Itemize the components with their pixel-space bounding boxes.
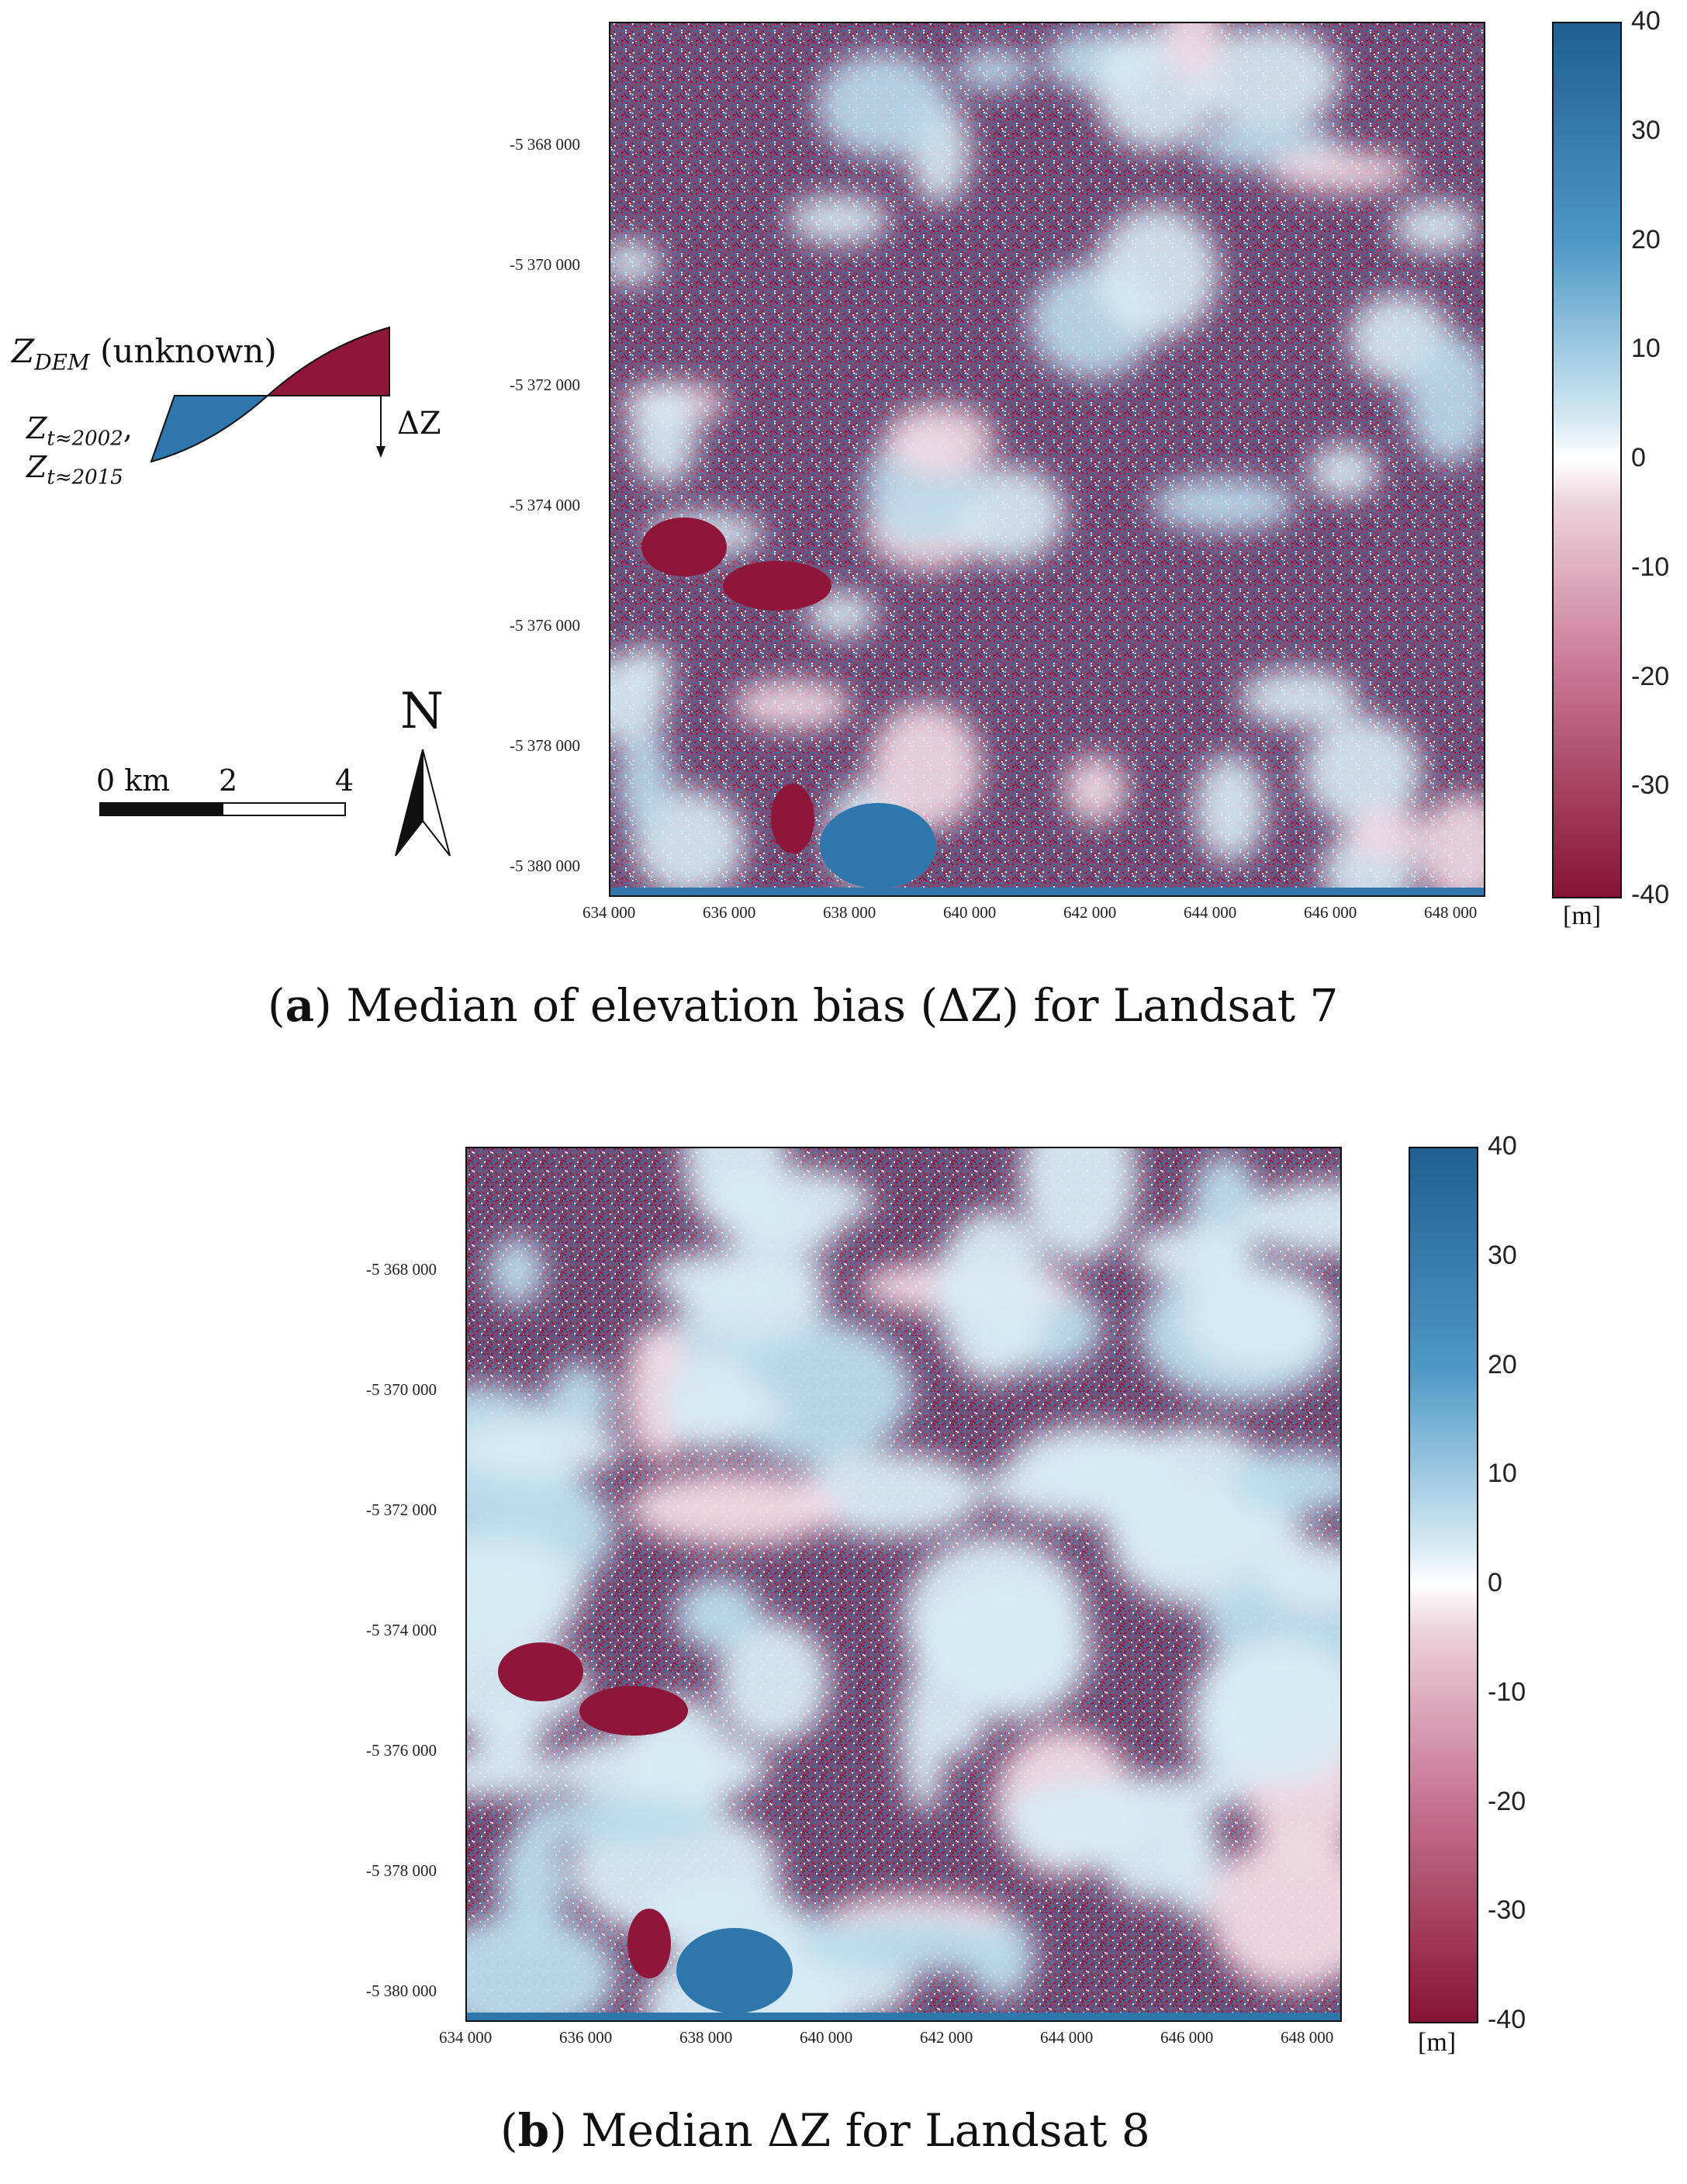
north-arrow: N <box>388 683 458 861</box>
y-tick-label: -5 372 000 <box>366 1500 437 1519</box>
x-tick-label: 634 000 <box>439 2028 493 2047</box>
map-panel-b <box>465 1147 1342 2022</box>
z-dem-label: ZDEM (unknown) <box>12 332 277 376</box>
bias-profile-sketch <box>150 326 390 463</box>
colorbar-tick-label: -20 <box>1631 661 1670 691</box>
y-tick-label: -5 372 000 <box>510 376 580 394</box>
bias-blob <box>723 561 831 611</box>
x-tick-label: 642 000 <box>1063 903 1117 922</box>
colorbar-tick-label: 30 <box>1631 115 1661 145</box>
colorbar-tick-label: 0 <box>1631 443 1646 472</box>
bias-blob <box>771 784 814 853</box>
x-tick-label: 644 000 <box>1184 903 1237 922</box>
bottom-edge-strip <box>467 2013 1340 2020</box>
colorbar-tick-label: 0 <box>1488 1568 1502 1597</box>
colorbar-tick-label: 20 <box>1488 1349 1517 1379</box>
scale-label-0: 0 km <box>96 763 171 798</box>
y-tick-label: -5 378 000 <box>510 736 580 755</box>
colorbar-tick-label: -40 <box>1488 2005 1526 2034</box>
x-tick-label: 640 000 <box>800 2028 853 2047</box>
y-tick-label: -5 374 000 <box>510 496 580 514</box>
x-tick-label: 642 000 <box>920 2028 973 2047</box>
z-t2015-label: Zt≈2015 <box>26 450 123 490</box>
north-arrow-icon <box>395 749 451 857</box>
bottom-edge-strip <box>610 888 1484 895</box>
smooth-bias-patches <box>467 1148 1340 2020</box>
x-tick-label: 636 000 <box>703 903 756 922</box>
x-tick-label: 648 000 <box>1281 2028 1334 2047</box>
z-t2002-label: Zt≈2002, <box>26 411 133 451</box>
y-tick-label: -5 368 000 <box>510 135 580 154</box>
colorbar-tick-label: 10 <box>1631 334 1661 364</box>
y-tick-label: -5 380 000 <box>366 1982 437 2000</box>
colorbar-tick-label: 10 <box>1488 1459 1517 1489</box>
colorbar-unit-a: [m] <box>1563 902 1602 930</box>
colorbar-tick-label: 20 <box>1631 224 1661 254</box>
colorbar-tick-label: -10 <box>1488 1677 1526 1707</box>
x-tick-label: 638 000 <box>823 903 876 922</box>
caption-panel-a: (a) Median of elevation bias (ΔZ) for La… <box>268 979 1339 1032</box>
scale-bar-dark <box>99 802 223 816</box>
colorbar-tick-label: 40 <box>1488 1131 1517 1161</box>
bias-blob <box>676 1928 793 2013</box>
x-tick-label: 636 000 <box>559 2028 613 2047</box>
x-tick-label: 648 000 <box>1424 903 1478 922</box>
colorbar-gradient <box>1410 1148 1477 2022</box>
colorbar-tick-label: -40 <box>1631 880 1670 909</box>
scale-label-2: 2 <box>219 763 238 798</box>
colorbar-tick-label: 30 <box>1488 1240 1517 1270</box>
x-tick-label: 646 000 <box>1304 903 1357 922</box>
colorbar-gradient <box>1554 23 1620 897</box>
x-tick-label: 640 000 <box>943 903 997 922</box>
bias-blob <box>820 803 936 888</box>
map-panel-a <box>609 22 1485 897</box>
bias-blob <box>627 1909 671 1978</box>
scale-bar: 0 km 2 4 <box>93 760 357 830</box>
colorbar-unit-b: [m] <box>1418 2028 1457 2057</box>
colorbar-tick-label: 40 <box>1631 6 1661 36</box>
y-tick-label: -5 376 000 <box>510 616 580 635</box>
x-tick-label: 634 000 <box>582 903 636 922</box>
smooth-bias-patches <box>610 23 1484 895</box>
x-tick-label: 644 000 <box>1040 2028 1094 2047</box>
bias-blob <box>579 1686 688 1736</box>
colorbar-panel-a <box>1552 22 1622 898</box>
y-tick-label: -5 374 000 <box>366 1621 437 1639</box>
y-tick-label: -5 376 000 <box>366 1741 437 1760</box>
y-tick-label: -5 370 000 <box>510 255 580 274</box>
scale-label-4: 4 <box>335 763 354 798</box>
colorbar-tick-label: -10 <box>1631 552 1670 582</box>
elevation-bias-diagram: ZDEM (unknown) ΔZ Zt≈2002, Zt≈2015 <box>0 295 481 528</box>
colorbar-tick-label: -30 <box>1631 770 1670 801</box>
x-tick-label: 638 000 <box>679 2028 733 2047</box>
scale-bar-light <box>222 802 346 816</box>
x-tick-label: 646 000 <box>1160 2028 1214 2047</box>
north-label: N <box>400 683 444 740</box>
colorbar-tick-label: -30 <box>1488 1895 1526 1926</box>
colorbar-tick-label: -20 <box>1488 1786 1526 1816</box>
colorbar-panel-b <box>1409 1147 1478 2023</box>
y-tick-label: -5 380 000 <box>510 857 580 875</box>
y-tick-label: -5 368 000 <box>366 1260 437 1279</box>
y-tick-label: -5 370 000 <box>366 1380 437 1399</box>
caption-panel-b: (b) Median ΔZ for Landsat 8 <box>500 2104 1150 2157</box>
bias-blob <box>498 1642 583 1701</box>
y-tick-label: -5 378 000 <box>366 1861 437 1880</box>
delta-z-label: ΔZ <box>397 406 441 441</box>
bias-blob <box>641 517 727 576</box>
